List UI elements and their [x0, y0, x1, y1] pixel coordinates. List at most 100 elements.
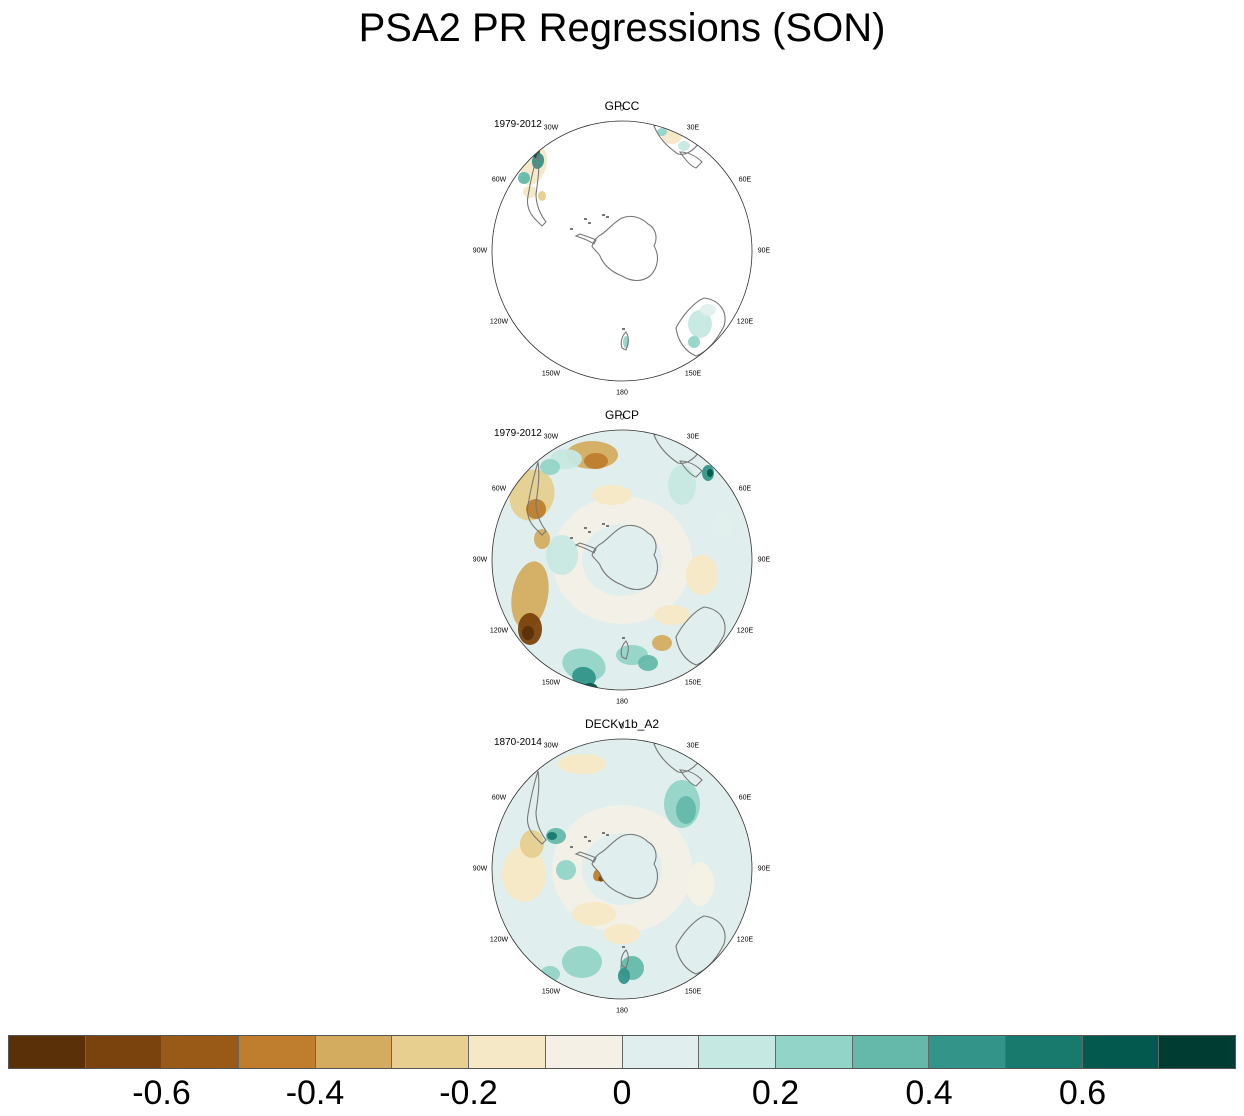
coastline-nz: [620, 331, 629, 351]
longitude-label: 180: [616, 1007, 628, 1015]
longitude-label: 150E: [684, 370, 702, 378]
shade-patch: [712, 511, 732, 539]
colorbar-swatch: [852, 1036, 930, 1068]
longitude-label: 30W: [543, 742, 559, 750]
coastline-africaBottom: [678, 460, 703, 478]
longitude-label: 150E: [684, 679, 702, 687]
antarctica-fill: [592, 834, 658, 899]
longitude-label: 60W: [491, 794, 507, 802]
island: [606, 216, 609, 218]
colorbar-swatch: [392, 1036, 470, 1068]
shading-layer: [492, 430, 752, 690]
longitude-label: 150E: [684, 988, 702, 996]
longitude-label: 0: [620, 414, 624, 422]
panel-period: 1979-2012: [494, 119, 542, 130]
shade-patch: [558, 754, 606, 774]
longitude-label: 60E: [738, 176, 752, 184]
longitude-label: 150W: [541, 370, 561, 378]
figure-title: PSA2 PR Regressions (SON): [358, 6, 886, 50]
longitude-label: 180: [616, 389, 628, 397]
colorbar-tick-label: -0.2: [439, 1074, 498, 1112]
shading-layer: [492, 121, 752, 381]
colorbar-tick-label: 0.4: [905, 1074, 953, 1112]
longitude-label: 30W: [543, 124, 559, 132]
map-panel-deck: DECKv1b_A2 1870-2014 0 30E 60E 90E 120E 150E 1…: [472, 717, 772, 1024]
coastline-samerica: [526, 770, 547, 845]
coastline-australia: [675, 297, 726, 357]
shade-patch: [618, 968, 630, 984]
longitude-label: 90W: [472, 247, 488, 255]
panel-title: DECKv1b_A2: [584, 717, 660, 731]
coastline-africaBottom: [678, 151, 703, 169]
coastlines: [526, 121, 726, 357]
coastline-samerica: [526, 461, 547, 536]
colorbar-swatch: [929, 1036, 1006, 1068]
coastline-antarctica: [591, 215, 659, 282]
shade-patch: [688, 336, 700, 348]
colorbar-swatch: [9, 1036, 86, 1068]
longitude-label: 30E: [686, 124, 700, 132]
shade-patch: [538, 191, 546, 201]
colorbar-tick-label: 0.2: [751, 1074, 800, 1112]
shade-patch: [668, 465, 696, 505]
island: [584, 836, 587, 838]
island: [584, 218, 587, 220]
island: [622, 637, 625, 639]
colorbar: [8, 1035, 1236, 1069]
longitude-label: 120W: [489, 936, 509, 944]
shade-patch: [540, 966, 560, 982]
island: [602, 214, 605, 216]
longitude-label: 30E: [686, 433, 700, 441]
longitude-label: 120W: [489, 627, 509, 635]
island: [588, 531, 591, 533]
shade-patch: [534, 529, 550, 549]
coastline-peninsula: [574, 851, 597, 863]
polar-map: [491, 429, 753, 691]
coastline-peninsula: [574, 542, 597, 554]
coastline-nz: [620, 949, 629, 969]
panel-period: 1979-2012: [494, 428, 542, 439]
shade-patch: [584, 453, 608, 469]
coastline-antarctica: [591, 833, 659, 900]
shade-patch: [686, 555, 718, 595]
panel-title: GPCP: [604, 408, 639, 422]
longitude-label: 120E: [736, 318, 754, 326]
shade-patch: [522, 626, 534, 640]
map-panel-gpcp: GPCP 1979-2012 0 30E 60E 90E 120E 150E 180 150W…: [472, 408, 772, 715]
island: [570, 228, 573, 230]
island: [588, 840, 591, 842]
island: [588, 222, 591, 224]
polar-map: [491, 738, 753, 1000]
shade-patch: [688, 310, 712, 338]
coastline-australia: [675, 606, 726, 666]
shading-layer: [492, 739, 752, 999]
colorbar-swatch: [85, 1036, 163, 1068]
colorbar-tick-label: 0: [612, 1074, 632, 1112]
shade-patch: [562, 946, 602, 978]
longitude-label: 90E: [757, 247, 771, 255]
colorbar-tick-label: 0.6: [1058, 1074, 1107, 1112]
longitude-label: 60E: [738, 485, 752, 493]
shade-patch: [676, 796, 696, 824]
longitude-label: 120E: [736, 936, 754, 944]
shade-patch: [523, 186, 537, 198]
longitude-label: 0: [620, 723, 624, 731]
colorbar-swatch: [1159, 1036, 1235, 1068]
shade-patch: [686, 862, 714, 906]
shade-patch: [604, 924, 640, 944]
shade-patch: [547, 832, 557, 840]
island: [570, 537, 573, 539]
longitude-label: 180: [616, 698, 628, 706]
shade-patch: [654, 605, 690, 625]
colorbar-swatch: [469, 1036, 546, 1068]
shade-patch: [518, 172, 530, 184]
colorbar-swatch: [1082, 1036, 1160, 1068]
shade-patch: [707, 469, 713, 477]
longitude-label: 60W: [491, 176, 507, 184]
shade-patch: [556, 860, 576, 880]
map-boundary: [491, 120, 753, 382]
colorbar-swatch: [699, 1036, 776, 1068]
island: [606, 834, 609, 836]
longitude-label: 60W: [491, 485, 507, 493]
colorbar-swatch: [545, 1036, 623, 1068]
